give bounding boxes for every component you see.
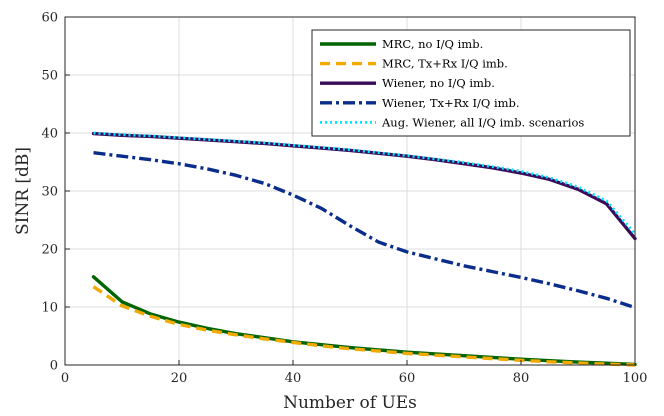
y-tick-label: 0	[50, 359, 58, 374]
ticks: 0 20 40 60 80 100 0 10 20 30 40 50 60	[41, 11, 647, 387]
y-tick-label: 40	[41, 127, 58, 142]
x-axis-label: Number of UEs	[283, 393, 417, 413]
series-line-5	[93, 131, 637, 235]
x-tick-label: 0	[61, 371, 69, 386]
series-layer	[91, 131, 637, 367]
series-line-2	[92, 285, 636, 367]
legend-label-5: Aug. Wiener, all I/Q imb. scenarios	[381, 115, 584, 129]
y-axis-label: SINR [dB]	[13, 147, 33, 235]
x-tick-label: 100	[623, 371, 648, 386]
y-tick-label: 20	[41, 243, 58, 258]
legend-label-4: Wiener, Tx+Rx I/Q imb.	[382, 96, 520, 110]
legend-label-1: MRC, no I/Q imb.	[382, 37, 483, 51]
legend-label-2: MRC, Tx+Rx I/Q imb.	[382, 57, 508, 71]
y-tick-label: 30	[41, 185, 58, 200]
x-tick-label: 80	[513, 371, 530, 386]
y-tick-label: 60	[41, 11, 58, 26]
legend-label-3: Wiener, no I/Q imb.	[382, 76, 495, 90]
legend: MRC, no I/Q imb. MRC, Tx+Rx I/Q imb. Wiene…	[311, 29, 631, 137]
x-tick-label: 60	[399, 371, 416, 386]
y-tick-label: 10	[41, 301, 58, 316]
y-tick-label: 50	[41, 69, 58, 84]
series-line-4	[93, 151, 636, 310]
x-tick-label: 40	[285, 371, 302, 386]
x-tick-label: 20	[171, 371, 188, 386]
